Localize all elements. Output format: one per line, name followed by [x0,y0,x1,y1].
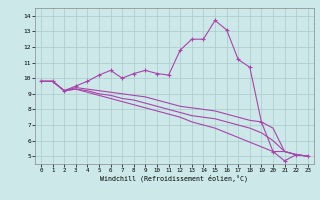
X-axis label: Windchill (Refroidissement éolien,°C): Windchill (Refroidissement éolien,°C) [100,175,248,182]
